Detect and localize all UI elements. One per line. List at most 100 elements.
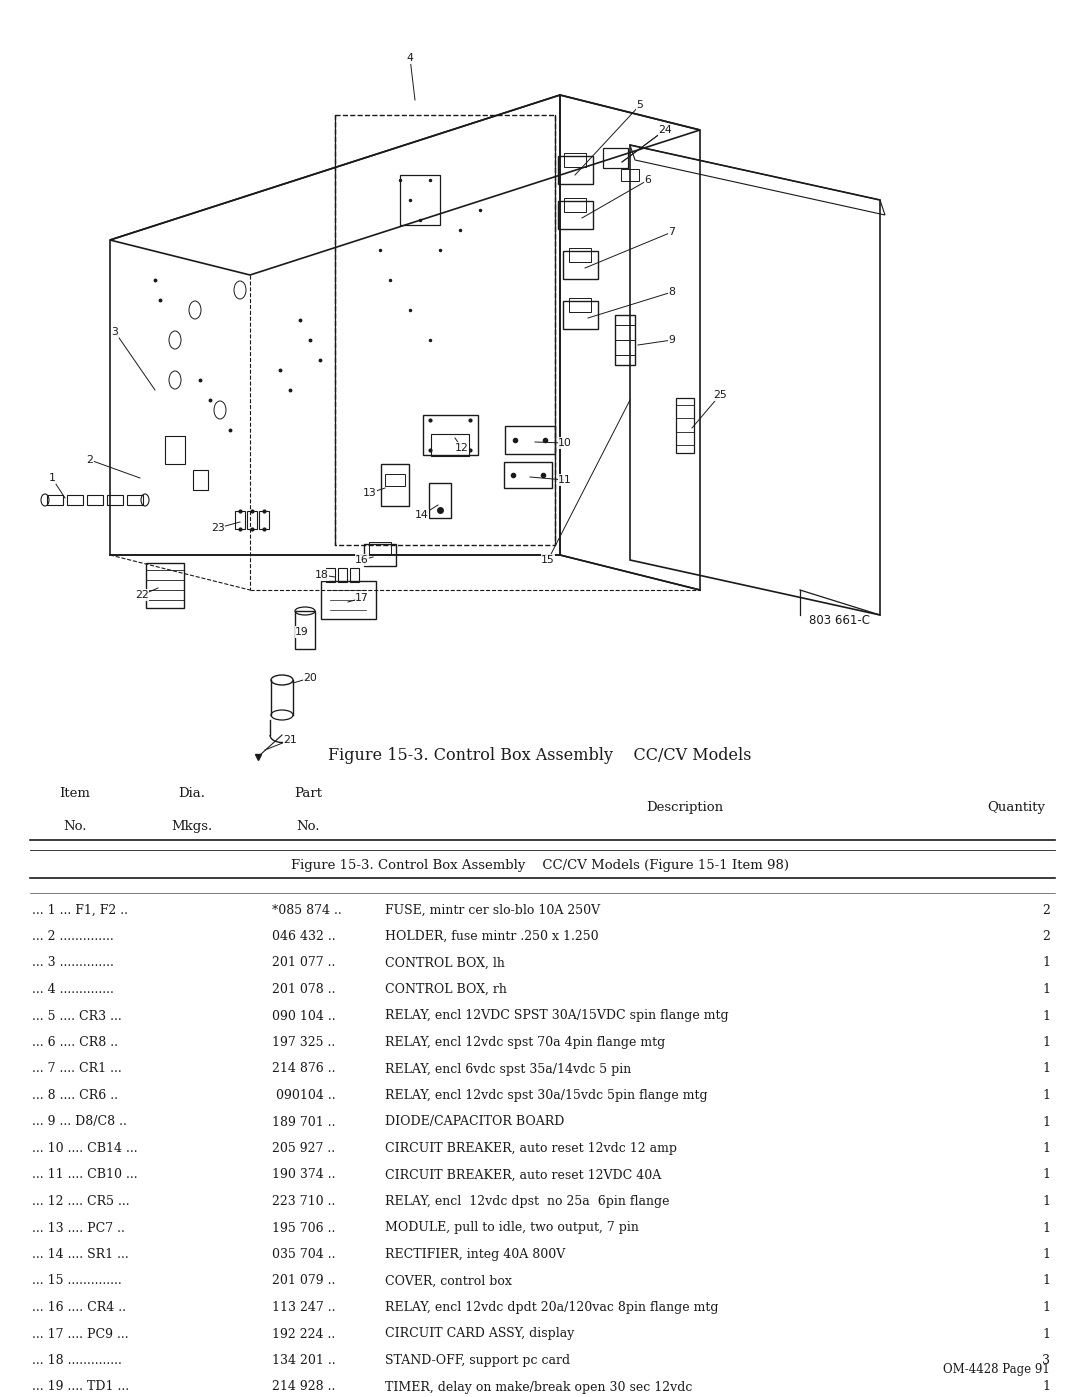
- Text: 21: 21: [283, 735, 297, 745]
- Text: ... 11 .... CB10 ...: ... 11 .... CB10 ...: [32, 1168, 137, 1182]
- Text: ... 12 .... CR5 ...: ... 12 .... CR5 ...: [32, 1194, 130, 1208]
- Bar: [564, 198, 586, 212]
- Bar: [146, 563, 184, 608]
- Text: 035 704 ..: 035 704 ..: [272, 1248, 336, 1261]
- Text: CIRCUIT CARD ASSY, display: CIRCUIT CARD ASSY, display: [384, 1327, 723, 1341]
- Text: RELAY, encl 12vdc spst 30a/15vdc 5pin flange mtg: RELAY, encl 12vdc spst 30a/15vdc 5pin fl…: [384, 1090, 768, 1102]
- Text: 1: 1: [1042, 1248, 1050, 1261]
- Bar: [127, 495, 143, 504]
- Text: CONTROL BOX, rh: CONTROL BOX, rh: [384, 983, 683, 996]
- Bar: [325, 569, 335, 583]
- Bar: [569, 249, 591, 263]
- Bar: [165, 436, 185, 464]
- Text: TIMER, delay on make/break open 30 sec 12vdc: TIMER, delay on make/break open 30 sec 1…: [384, 1380, 760, 1393]
- Text: ... 1 ... F1, F2 ..: ... 1 ... F1, F2 ..: [32, 904, 129, 916]
- Text: 192 224 ..: 192 224 ..: [272, 1327, 335, 1341]
- Text: 201 079 ..: 201 079 ..: [272, 1274, 336, 1288]
- Bar: [321, 581, 376, 619]
- Text: 2: 2: [86, 455, 94, 465]
- Bar: [364, 543, 396, 566]
- Bar: [431, 434, 469, 455]
- Bar: [504, 462, 552, 488]
- Text: RELAY, encl 12VDC SPST 30A/15VDC spin flange mtg: RELAY, encl 12VDC SPST 30A/15VDC spin fl…: [384, 1010, 777, 1023]
- Text: Quantity: Quantity: [987, 802, 1045, 814]
- Text: RELAY, encl 12vdc spst 70a 4pin flange mtg: RELAY, encl 12vdc spst 70a 4pin flange m…: [384, 1037, 741, 1049]
- Bar: [676, 398, 694, 453]
- Text: ... 5 .... CR3 ...: ... 5 .... CR3 ...: [32, 1010, 122, 1023]
- Bar: [557, 201, 593, 229]
- Text: 046 432 ..: 046 432 ..: [272, 930, 336, 943]
- Text: 18: 18: [315, 570, 329, 580]
- Text: 17: 17: [355, 592, 369, 604]
- Text: 3: 3: [1042, 1354, 1050, 1368]
- Bar: [350, 569, 359, 583]
- Text: HOLDER, fuse mintr .250 x 1.250: HOLDER, fuse mintr .250 x 1.250: [384, 930, 715, 943]
- Text: ... 10 .... CB14 ...: ... 10 .... CB14 ...: [32, 1141, 137, 1155]
- Bar: [107, 495, 123, 504]
- Text: 190 374 ..: 190 374 ..: [272, 1168, 336, 1182]
- Bar: [563, 300, 597, 330]
- Text: 14: 14: [415, 510, 429, 520]
- Text: ... 18 ..............: ... 18 ..............: [32, 1354, 122, 1368]
- Text: STAND-OFF, support pc card: STAND-OFF, support pc card: [384, 1354, 718, 1368]
- Text: 24: 24: [658, 124, 672, 136]
- Text: 12: 12: [455, 443, 469, 453]
- Text: 5: 5: [636, 101, 644, 110]
- Text: 19: 19: [295, 627, 309, 637]
- Text: COVER, control box: COVER, control box: [384, 1274, 680, 1288]
- Text: 22: 22: [135, 590, 149, 599]
- Bar: [400, 175, 440, 225]
- Text: Figure 15-3. Control Box Assembly    CC/CV Models (Figure 15-1 Item 98): Figure 15-3. Control Box Assembly CC/CV …: [291, 859, 789, 872]
- Text: 2: 2: [1042, 930, 1050, 943]
- Text: 134 201 ..: 134 201 ..: [272, 1354, 336, 1368]
- Text: 113 247 ..: 113 247 ..: [272, 1301, 336, 1315]
- Text: RECTIFIER, integ 40A 800V: RECTIFIER, integ 40A 800V: [384, 1248, 713, 1261]
- Bar: [615, 314, 635, 365]
- Text: 223 710 ..: 223 710 ..: [272, 1194, 336, 1208]
- Text: 3: 3: [111, 327, 119, 337]
- Text: ... 17 .... PC9 ...: ... 17 .... PC9 ...: [32, 1327, 129, 1341]
- Text: 23: 23: [211, 522, 225, 534]
- Text: ... 3 ..............: ... 3 ..............: [32, 957, 113, 970]
- Text: 1: 1: [1042, 1327, 1050, 1341]
- Text: 803 661-C: 803 661-C: [809, 613, 870, 626]
- Text: 1: 1: [1042, 1090, 1050, 1102]
- Text: RELAY, encl 6vdc spst 35a/14vdc 5 pin: RELAY, encl 6vdc spst 35a/14vdc 5 pin: [384, 1063, 727, 1076]
- Text: 201 078 ..: 201 078 ..: [272, 983, 336, 996]
- Text: 1: 1: [1042, 1380, 1050, 1393]
- Bar: [384, 474, 405, 486]
- Bar: [505, 426, 555, 454]
- Text: No.: No.: [296, 820, 320, 833]
- Text: MODULE, pull to idle, two output, 7 pin: MODULE, pull to idle, two output, 7 pin: [384, 1221, 734, 1235]
- Text: ... 13 .... PC7 ..: ... 13 .... PC7 ..: [32, 1221, 125, 1235]
- Text: 201 077 ..: 201 077 ..: [272, 957, 336, 970]
- Text: 205 927 ..: 205 927 ..: [272, 1141, 335, 1155]
- Text: ... 4 ..............: ... 4 ..............: [32, 983, 113, 996]
- Text: 15: 15: [541, 555, 555, 564]
- Bar: [48, 495, 63, 504]
- Text: 214 928 ..: 214 928 ..: [272, 1380, 336, 1393]
- Bar: [67, 495, 83, 504]
- Bar: [563, 251, 597, 279]
- Text: Description: Description: [647, 802, 724, 814]
- Text: 11: 11: [558, 475, 572, 485]
- Text: 6: 6: [645, 175, 651, 184]
- Text: CIRCUIT BREAKER, auto reset 12VDC 40A: CIRCUIT BREAKER, auto reset 12VDC 40A: [384, 1168, 750, 1182]
- Text: 195 706 ..: 195 706 ..: [272, 1221, 336, 1235]
- Bar: [295, 610, 315, 650]
- Bar: [235, 511, 245, 529]
- Text: 090104 ..: 090104 ..: [272, 1090, 336, 1102]
- Text: 1: 1: [1042, 1274, 1050, 1288]
- Text: Item: Item: [59, 787, 91, 800]
- Text: 7: 7: [669, 226, 675, 237]
- Bar: [247, 511, 257, 529]
- Bar: [87, 495, 103, 504]
- Text: OM-4428 Page 91: OM-4428 Page 91: [943, 1363, 1050, 1376]
- Text: 1: 1: [1042, 1141, 1050, 1155]
- Text: FUSE, mintr cer slo-blo 10A 250V: FUSE, mintr cer slo-blo 10A 250V: [384, 904, 740, 916]
- Text: 1: 1: [1042, 1221, 1050, 1235]
- Bar: [259, 511, 269, 529]
- Text: 1: 1: [1042, 1010, 1050, 1023]
- Text: 1: 1: [1042, 983, 1050, 996]
- Text: 1: 1: [1042, 1301, 1050, 1315]
